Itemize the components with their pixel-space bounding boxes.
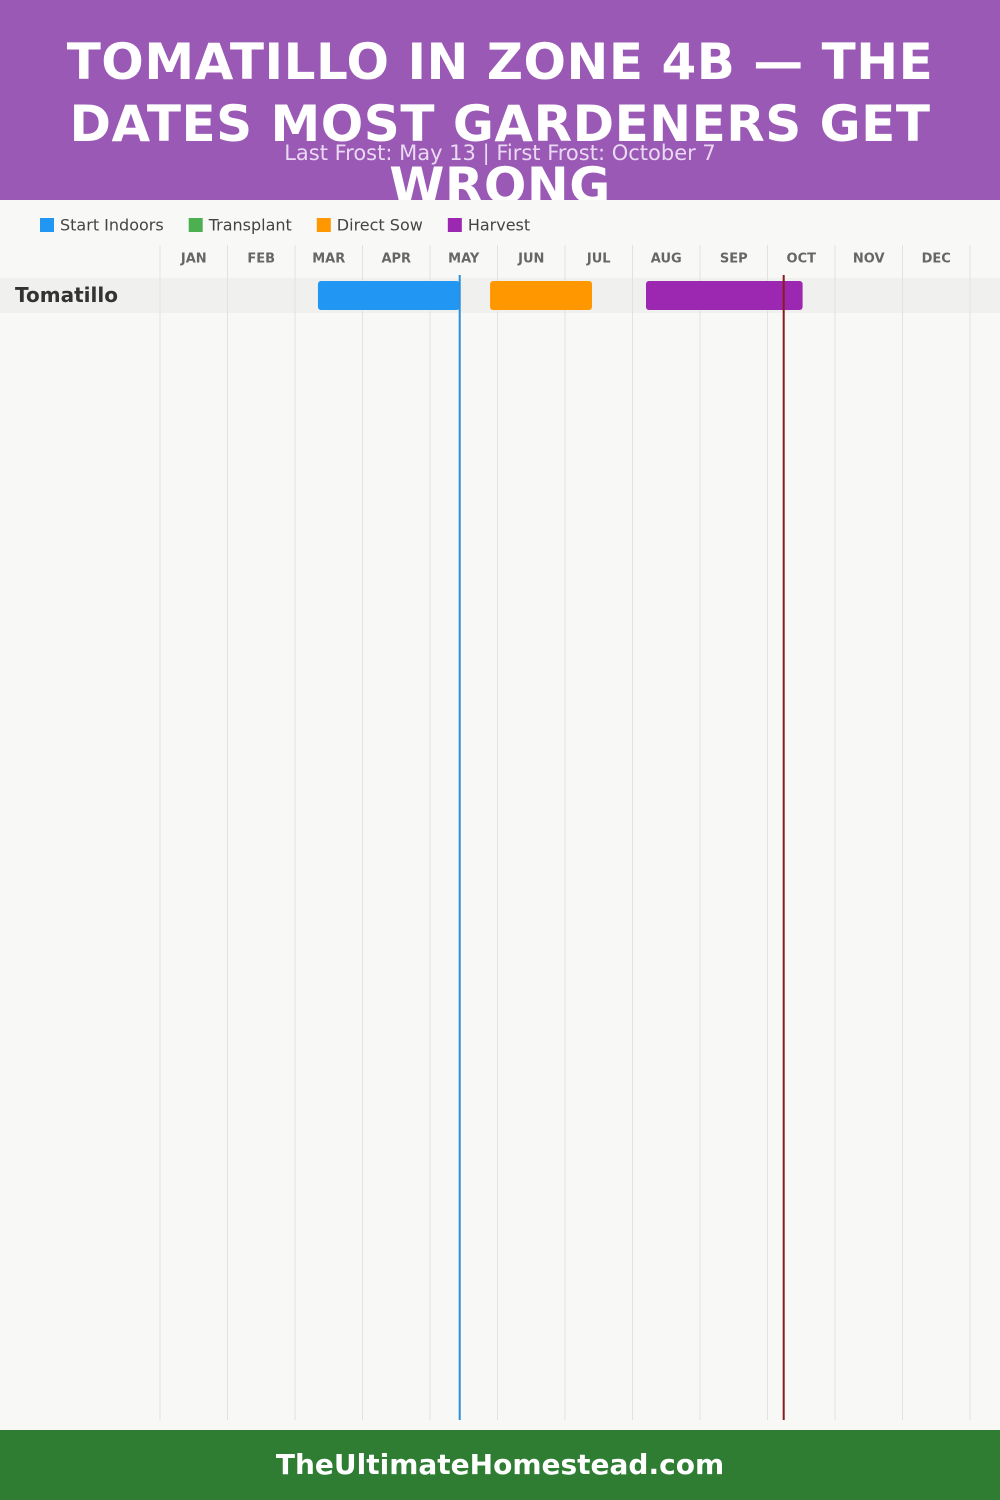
month-label: MAR	[312, 252, 345, 267]
header: Tomatillo in Zone 4b — The Dates Most Ga…	[0, 0, 1000, 200]
chart-title: Tomatillo in Zone 4b — The Dates Most Ga…	[66, 33, 934, 200]
bar	[646, 281, 803, 310]
row-label: Tomatillo	[15, 283, 118, 307]
month-label: JUN	[517, 252, 544, 267]
legend-swatch	[188, 218, 203, 232]
month-label: SEP	[720, 252, 748, 267]
legend-label: Start Indoors	[60, 216, 164, 235]
legend-label: Harvest	[468, 216, 530, 235]
month-label: NOV	[853, 252, 885, 267]
bar	[490, 281, 592, 310]
month-label: AUG	[651, 252, 682, 267]
chart: Start Indoors Transplant Direct Sow Harvest…	[0, 216, 1000, 1420]
chart-subtitle: Last Frost: May 13 | First Frost: Octobe…	[284, 141, 716, 165]
month-label: OCT	[787, 252, 817, 267]
legend-swatch	[316, 218, 331, 232]
legend-swatch	[447, 218, 462, 232]
legend-label: Transplant	[208, 216, 292, 235]
legend-label: Direct Sow	[337, 216, 423, 235]
month-label: APR	[381, 252, 411, 267]
month-label: JUL	[586, 252, 611, 267]
month-label: JAN	[180, 252, 207, 267]
month-label: MAY	[448, 252, 480, 267]
bar	[317, 281, 460, 310]
month-label: FEB	[247, 252, 275, 267]
footer: TheUltimateHomestead.com	[0, 1430, 1000, 1500]
month-label: DEC	[922, 252, 951, 267]
legend-swatch	[40, 218, 54, 232]
